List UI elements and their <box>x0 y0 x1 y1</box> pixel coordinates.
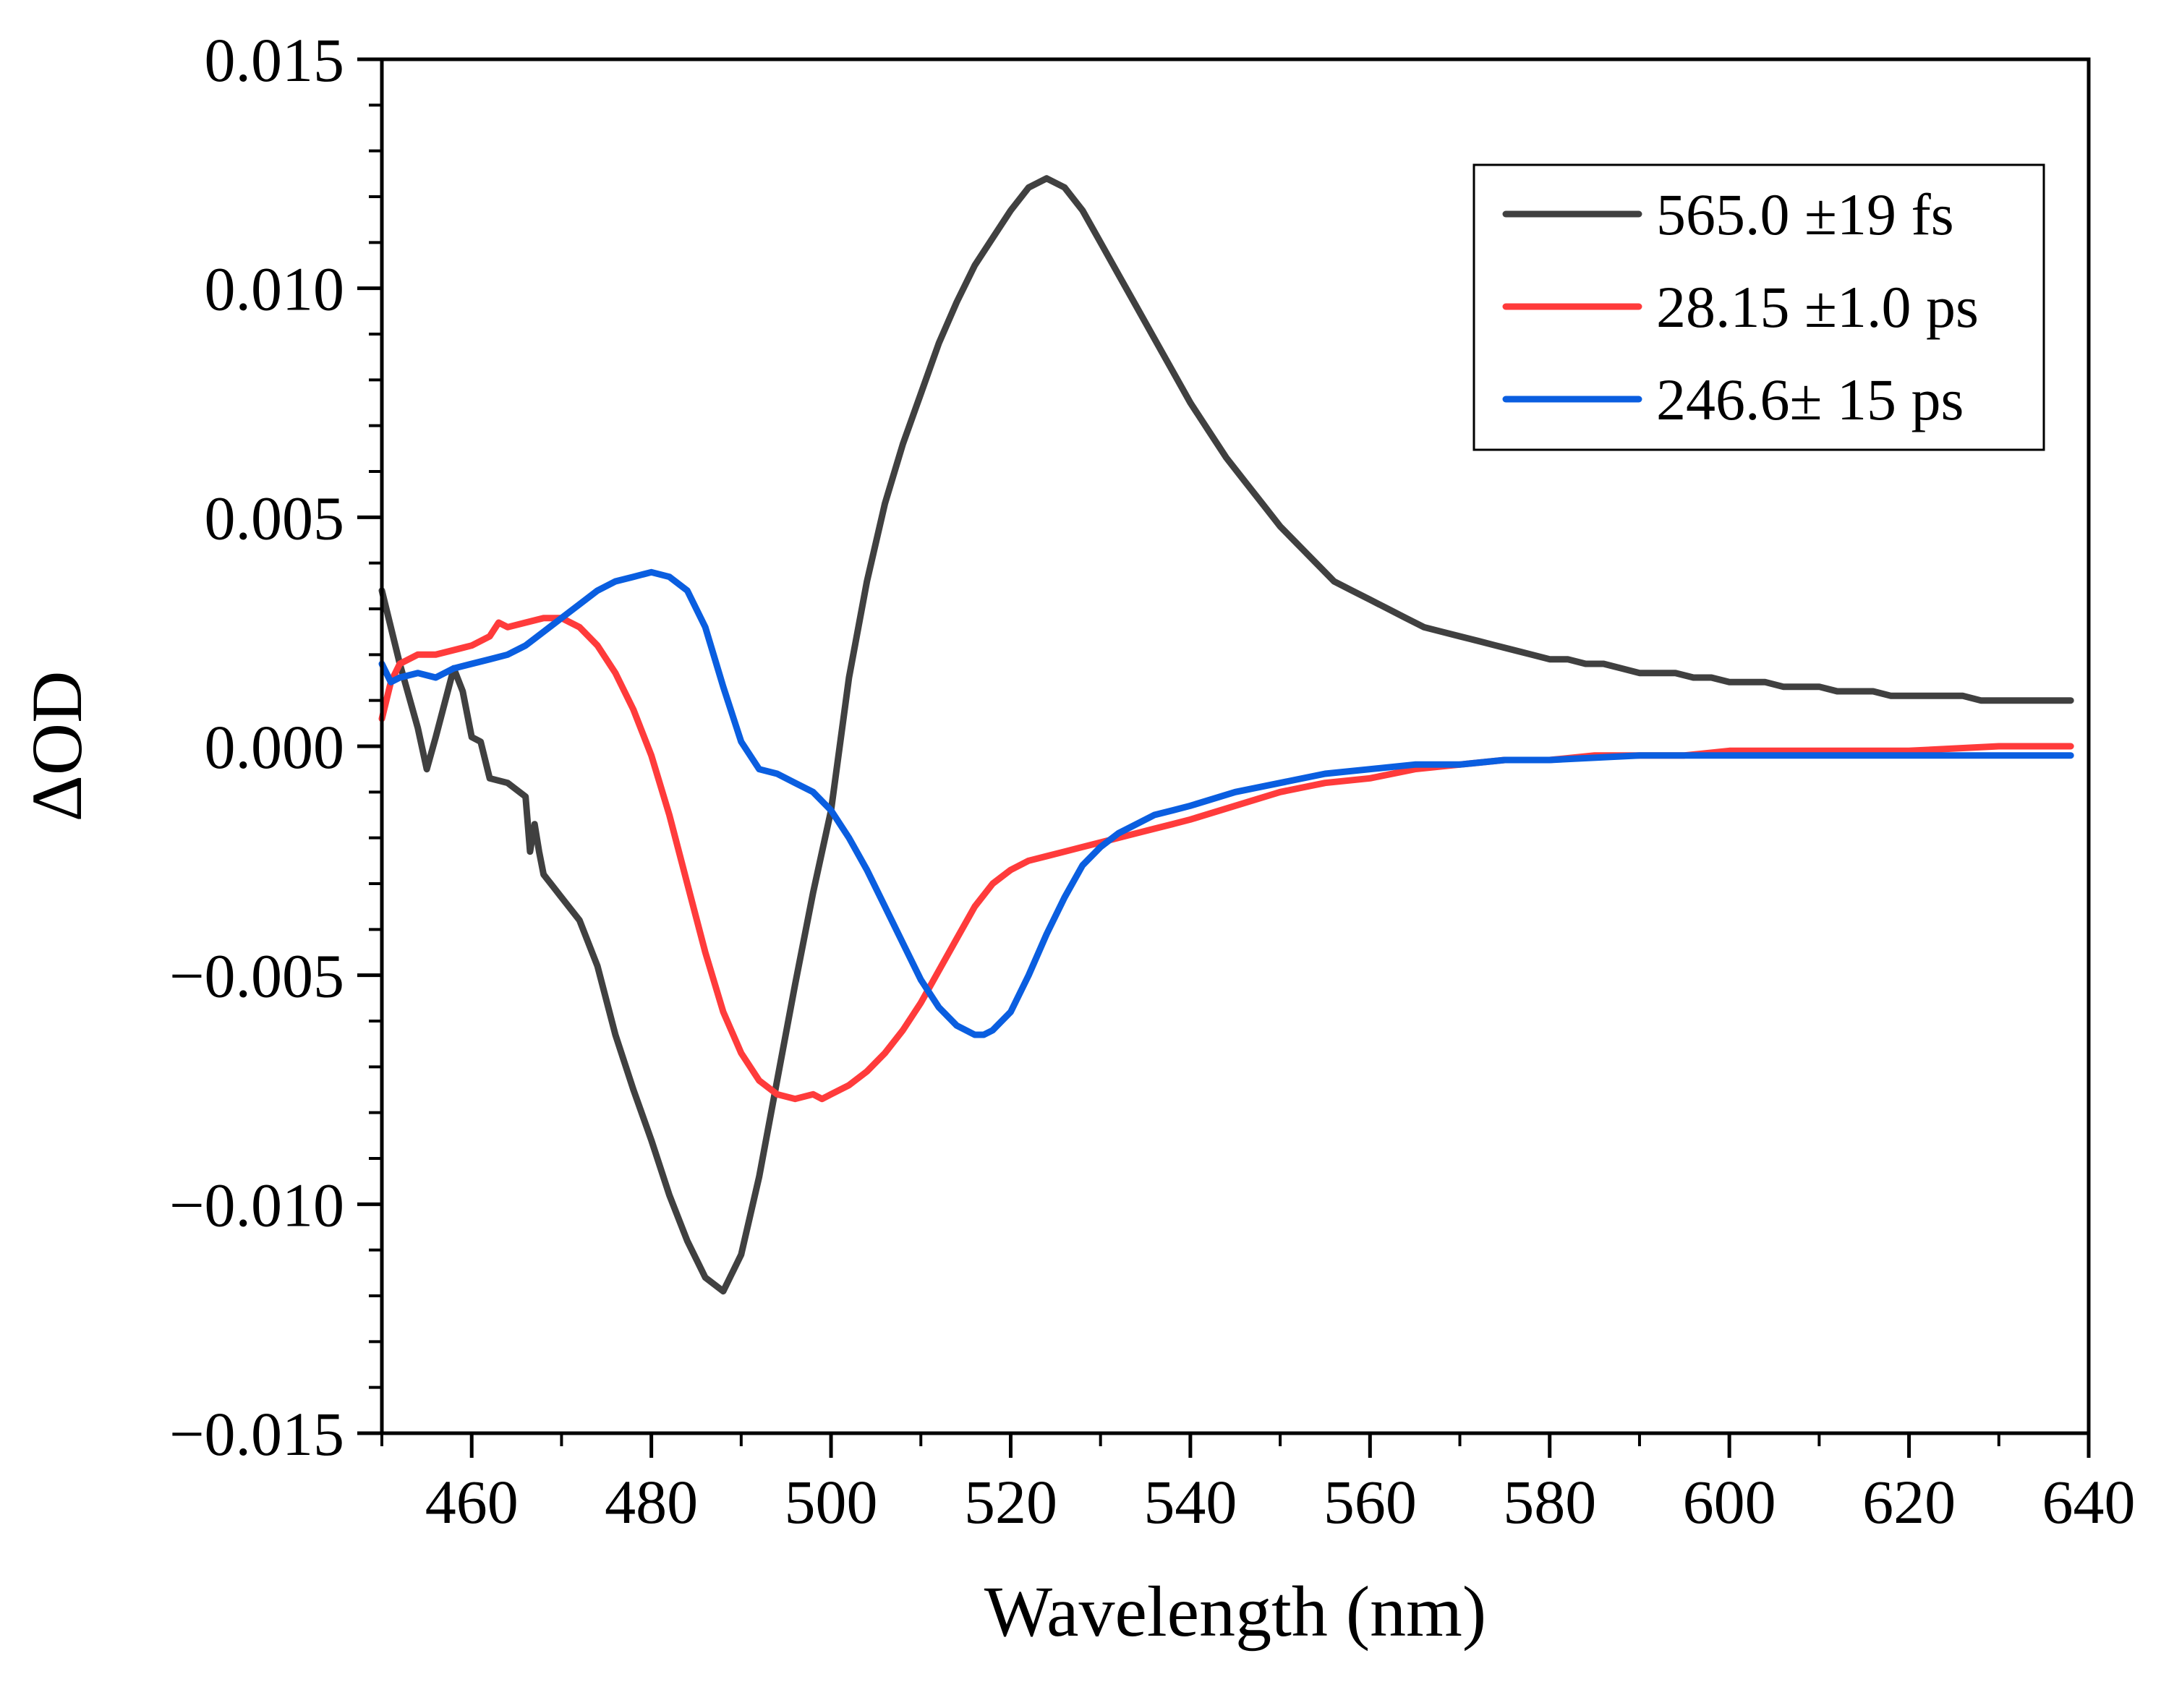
y-axis-title: ΔOD <box>17 671 97 822</box>
x-axis-title: Wavelength (nm) <box>984 1571 1486 1652</box>
x-tick-label: 520 <box>964 1467 1057 1537</box>
x-tick-label: 640 <box>2042 1467 2136 1537</box>
y-tick-label: −0.005 <box>169 941 344 1011</box>
x-tick-label: 600 <box>1683 1467 1776 1537</box>
legend: 565.0 ±19 fs 28.15 ±1.0 ps 246.6± 15 ps <box>1472 163 2045 451</box>
x-tick-label: 560 <box>1324 1467 1417 1537</box>
legend-label-1: 565.0 ±19 fs <box>1656 182 1954 247</box>
series-line-1 <box>378 175 2074 1295</box>
x-tick-label: 620 <box>1862 1467 1956 1537</box>
series-layer <box>378 175 2074 1295</box>
legend-label-3: 246.6± 15 ps <box>1656 367 1964 432</box>
x-tick-labels: 460 480 500 520 540 560 580 600 620 640 <box>425 1467 2136 1537</box>
y-tick-label: 0.005 <box>205 483 345 552</box>
y-tick-label: 0.015 <box>205 25 345 95</box>
y-tick-label: 0.010 <box>205 255 345 324</box>
y-tick-label: −0.010 <box>169 1170 344 1239</box>
y-tick-labels: −0.015 −0.010 −0.005 0.000 0.005 0.010 0.015 <box>169 25 344 1469</box>
x-tick-label: 540 <box>1143 1467 1237 1537</box>
y-tick-label: 0.000 <box>205 712 345 782</box>
plot-frame <box>380 57 2091 1435</box>
series-line-2 <box>378 615 2074 1103</box>
axis-ticks <box>357 57 2091 1458</box>
series-line-3 <box>378 568 2074 1038</box>
x-tick-label: 500 <box>785 1467 878 1537</box>
x-tick-label: 480 <box>605 1467 698 1537</box>
legend-label-2: 28.15 ±1.0 ps <box>1656 274 1979 340</box>
y-tick-label: −0.015 <box>169 1399 344 1469</box>
x-tick-label: 460 <box>425 1467 519 1537</box>
x-tick-label: 580 <box>1503 1467 1596 1537</box>
